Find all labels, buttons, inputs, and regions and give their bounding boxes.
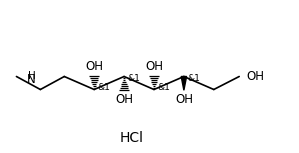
Text: OH: OH: [145, 60, 163, 73]
Text: N: N: [27, 73, 36, 86]
Polygon shape: [181, 76, 187, 90]
Text: &1: &1: [157, 84, 170, 92]
Text: HCl: HCl: [120, 131, 144, 145]
Text: OH: OH: [85, 60, 103, 73]
Text: OH: OH: [175, 93, 193, 106]
Text: H: H: [28, 71, 35, 81]
Text: &1: &1: [127, 74, 140, 82]
Text: OH: OH: [115, 93, 133, 106]
Text: &1: &1: [187, 74, 200, 82]
Text: OH: OH: [247, 70, 265, 83]
Text: &1: &1: [97, 84, 110, 92]
